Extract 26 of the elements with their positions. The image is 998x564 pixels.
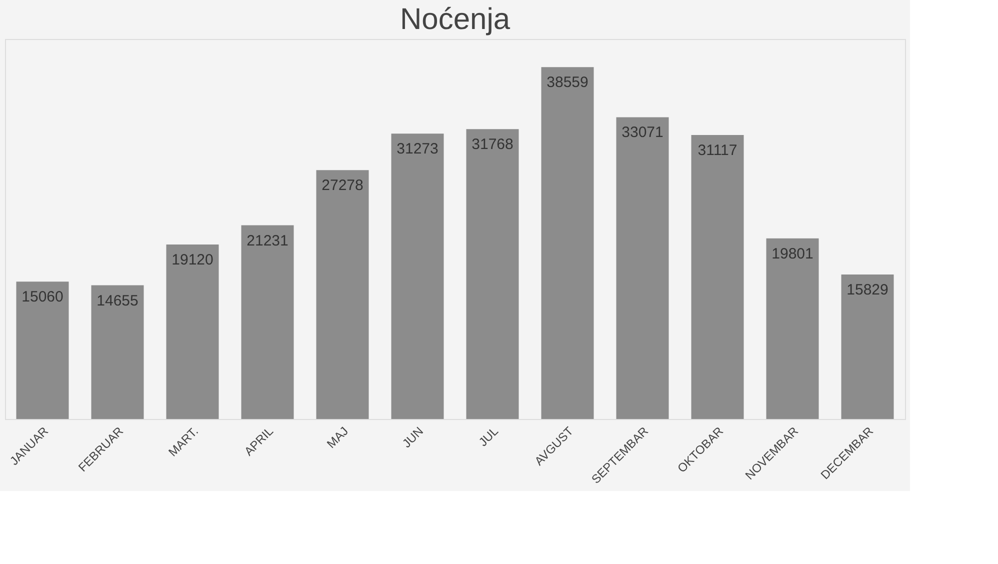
- x-tick-label: JUL: [476, 424, 502, 450]
- bar: [316, 170, 369, 419]
- bar: [541, 67, 594, 419]
- data-label: 19801: [772, 245, 814, 262]
- data-label: 14655: [96, 292, 138, 310]
- data-label: 19120: [172, 252, 214, 269]
- bar: [766, 238, 819, 419]
- data-label: 38559: [546, 74, 588, 92]
- bar: [91, 285, 144, 419]
- data-label: 15829: [846, 282, 888, 299]
- data-label: 15060: [22, 288, 64, 306]
- bar: [241, 225, 294, 419]
- data-label: 33071: [622, 124, 664, 142]
- bar: [616, 117, 669, 419]
- data-label: 31768: [472, 136, 514, 154]
- bar: [391, 134, 444, 419]
- data-label: 31117: [698, 142, 738, 160]
- bar: [841, 274, 894, 419]
- chart-title: Noćenja: [400, 3, 510, 36]
- bar: [166, 244, 219, 419]
- bar: [466, 129, 519, 419]
- bar: [691, 135, 744, 419]
- bar: [16, 282, 69, 419]
- data-label: 27278: [322, 177, 364, 194]
- data-label: 21231: [246, 232, 288, 250]
- data-label: 31273: [396, 140, 438, 158]
